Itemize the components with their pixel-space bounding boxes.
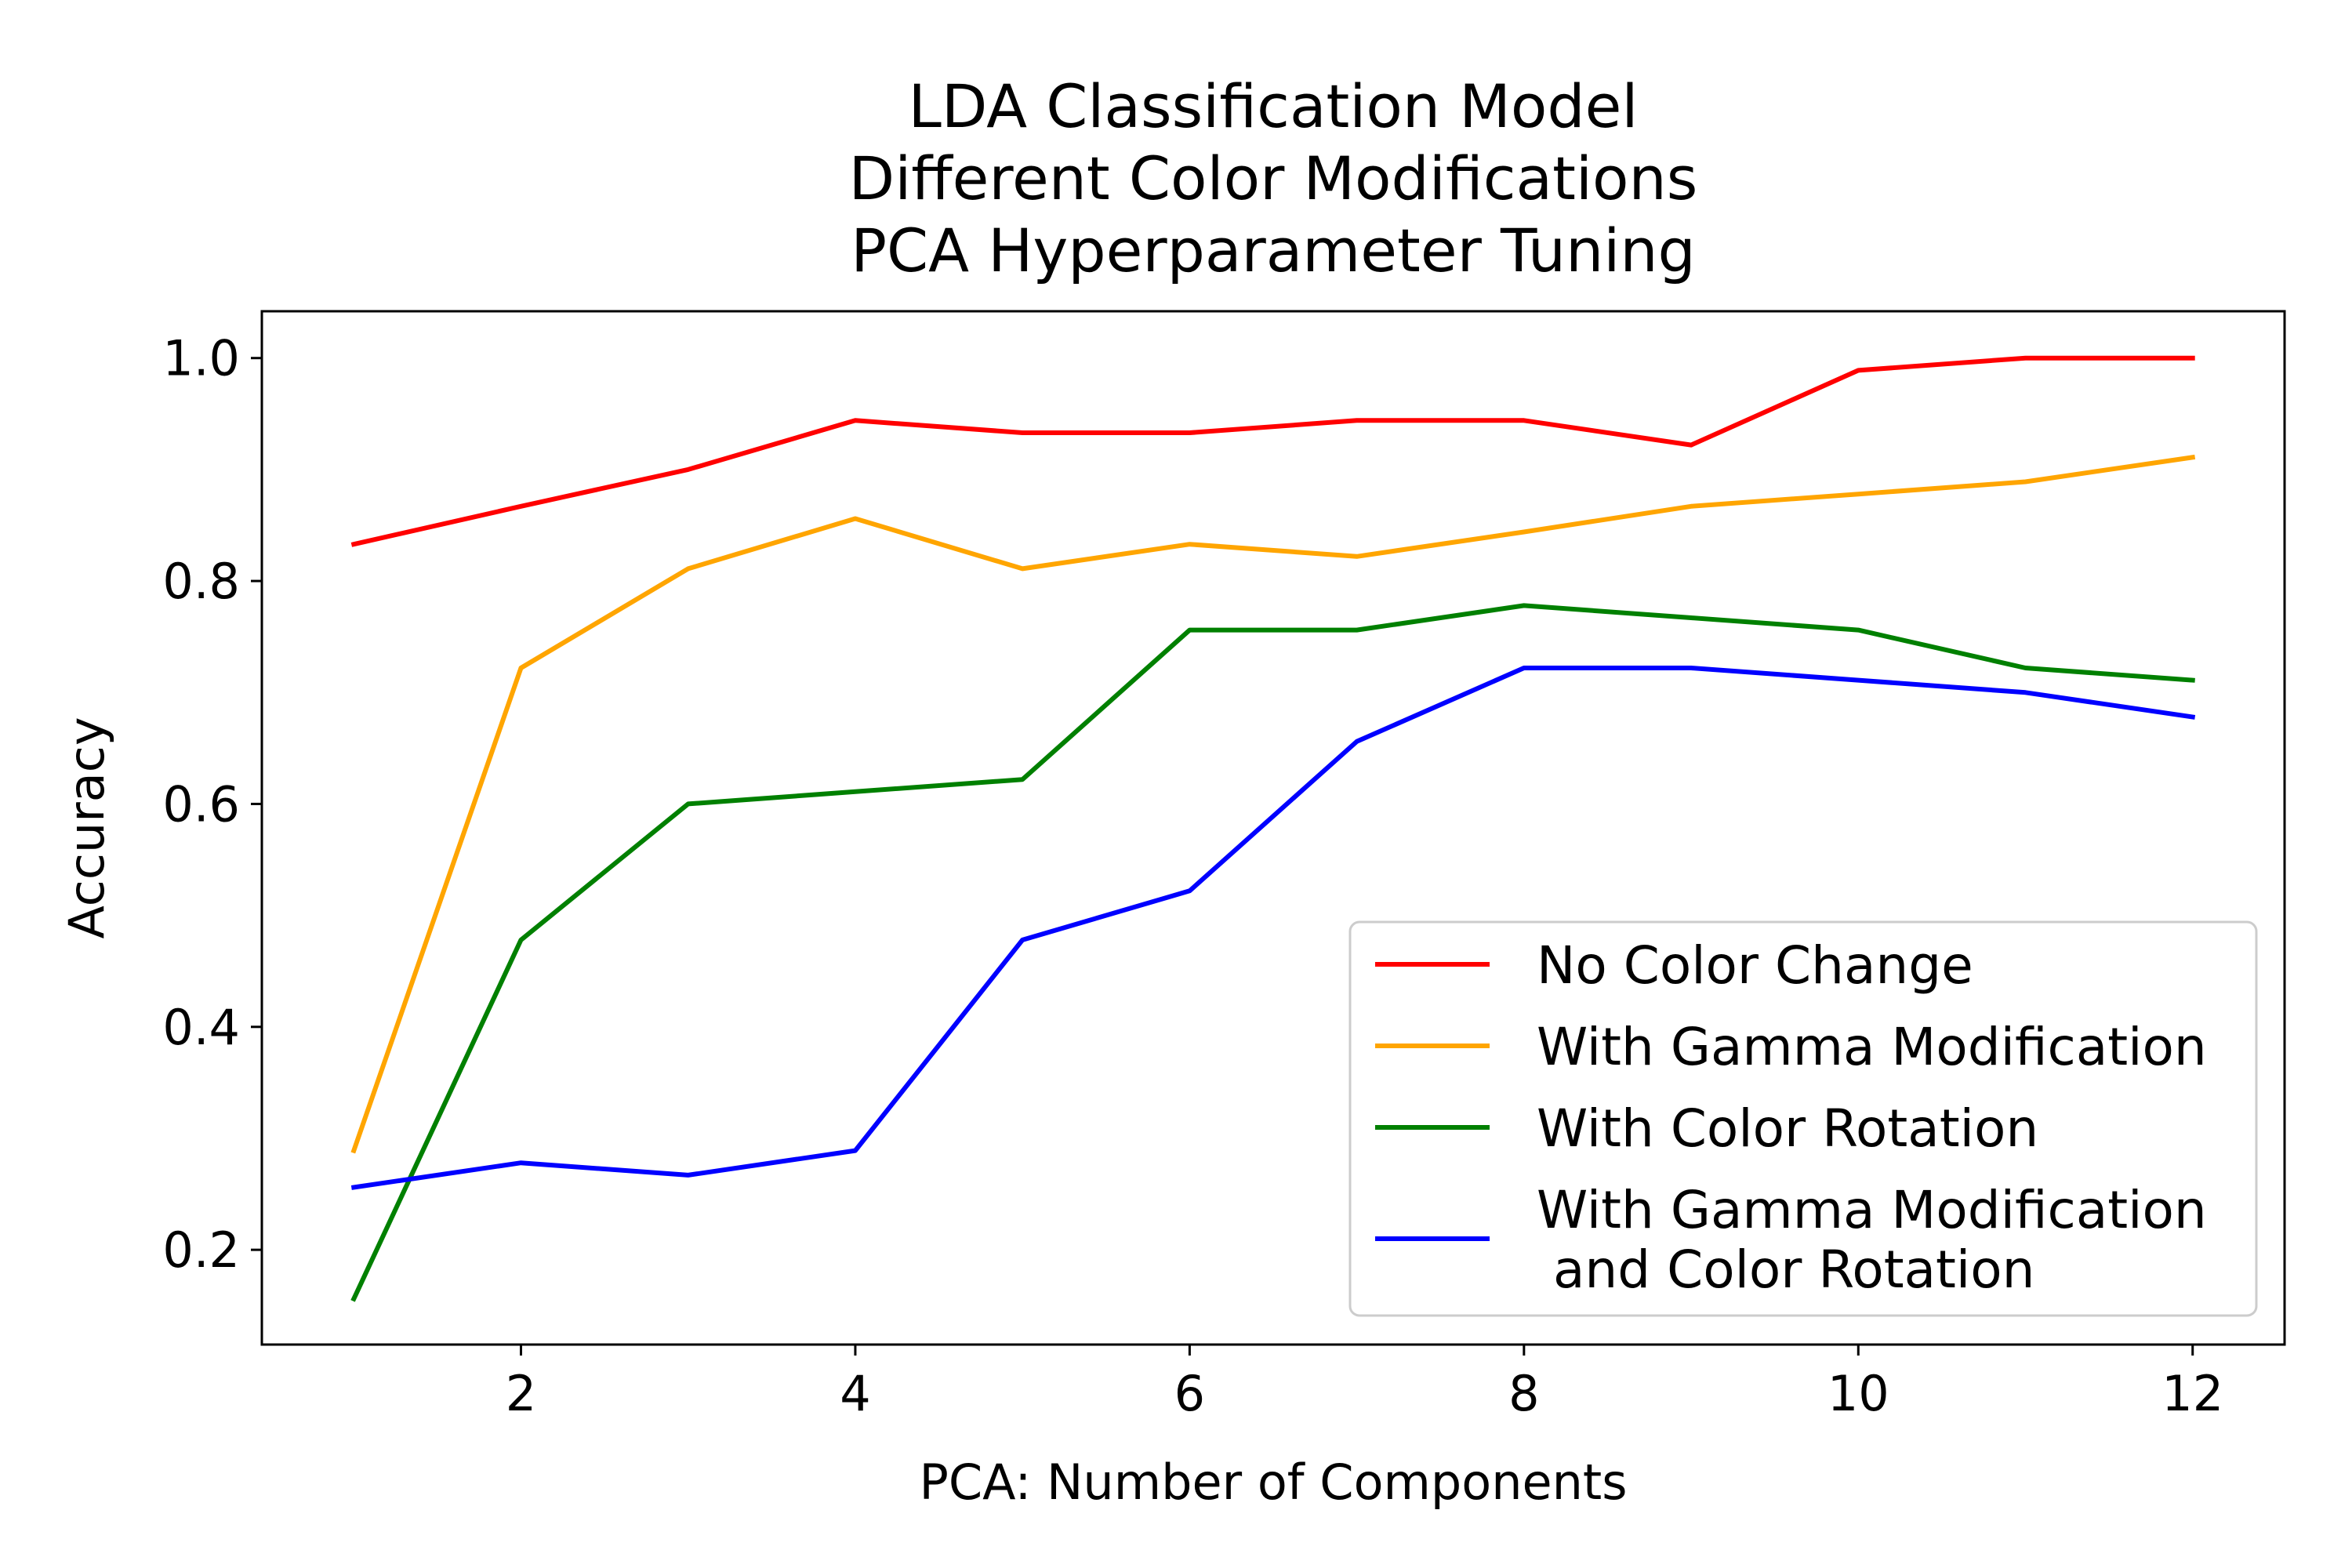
y-tick-label: 0.6: [162, 775, 240, 833]
series-line-3: [350, 603, 2195, 1302]
legend-label-2: With Gamma Modification: [1537, 1017, 2207, 1077]
x-axis: 2 4 6 8 10 12: [506, 1345, 2223, 1422]
x-tick-label: 10: [1828, 1365, 1889, 1422]
title-line-1: LDA Classification Model: [909, 71, 1639, 141]
y-tick-label: 0.4: [162, 999, 240, 1056]
x-axis-label: PCA: Number of Components: [919, 1454, 1627, 1511]
legend-label-4: With Gamma Modification and Color Rotati…: [1537, 1180, 2207, 1300]
series-line-2: [350, 454, 2196, 1154]
series-layer: [350, 355, 2196, 1302]
x-tick-label: 12: [2161, 1365, 2223, 1422]
x-tick-label: 8: [1508, 1365, 1539, 1422]
legend-label-3: With Color Rotation: [1537, 1098, 2038, 1159]
x-tick-label: 6: [1174, 1365, 1205, 1422]
title-line-3: PCA Hyperparameter Tuning: [851, 216, 1696, 285]
y-tick-label: 1.0: [162, 330, 240, 387]
y-tick-label: 0.8: [162, 553, 240, 610]
legend-label-1: No Color Change: [1537, 935, 1973, 996]
y-axis-label: Accuracy: [58, 717, 115, 938]
y-tick-label: 0.2: [162, 1221, 240, 1279]
series-line-4: [350, 666, 2196, 1190]
legend: No Color Change With Gamma Modification Wi…: [1348, 920, 2258, 1317]
y-axis: 0.2 0.4 0.6 0.8 1.0: [162, 330, 262, 1279]
chart-title: LDA Classification Model Different Color…: [849, 71, 1698, 285]
series-line-1: [350, 355, 2195, 547]
x-tick-label: 4: [840, 1365, 870, 1422]
title-line-2: Different Color Modifications: [849, 143, 1698, 213]
legend-frame: [1348, 920, 2258, 1317]
x-tick-label: 2: [506, 1365, 536, 1422]
plot-frame: [260, 310, 2286, 1346]
